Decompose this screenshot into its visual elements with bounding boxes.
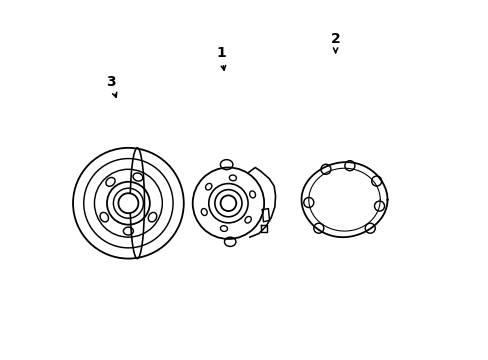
Text: 1: 1 (216, 46, 225, 70)
Text: 3: 3 (105, 75, 117, 97)
Circle shape (118, 193, 138, 213)
Text: 2: 2 (330, 32, 340, 53)
Circle shape (220, 195, 236, 211)
